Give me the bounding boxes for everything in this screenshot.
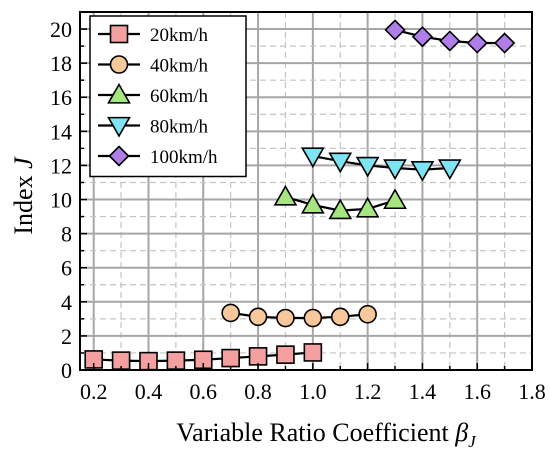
data-point <box>221 348 240 368</box>
data-point <box>437 159 462 181</box>
series-20km/h <box>84 343 323 371</box>
data-point <box>383 188 407 210</box>
y-tick-label: 0 <box>61 358 72 383</box>
data-point <box>330 307 350 327</box>
legend-label: 20km/h <box>150 25 209 46</box>
y-axis-title-symbol: J <box>9 156 38 169</box>
legend-marker <box>109 24 129 44</box>
legend-item: 100km/h <box>98 145 218 168</box>
x-tick-label: 1.4 <box>409 379 437 404</box>
data-point <box>358 304 377 324</box>
x-tick-label: 0.8 <box>244 379 272 404</box>
y-tick-label: 20 <box>50 17 72 42</box>
data-point <box>328 198 353 220</box>
data-point <box>439 30 461 52</box>
series-40km/h <box>221 303 377 328</box>
data-point <box>300 147 325 169</box>
data-point <box>221 303 240 323</box>
data-point <box>248 347 268 366</box>
x-axis-title-subscript: J <box>468 432 477 451</box>
y-axis-title: Index J <box>9 156 38 235</box>
data-point <box>300 192 325 214</box>
legend-label: 100km/h <box>150 147 218 168</box>
data-point <box>383 159 407 181</box>
legend-marker <box>109 55 129 74</box>
y-tick-label: 2 <box>61 324 72 349</box>
data-point <box>303 308 323 328</box>
data-point <box>466 32 488 54</box>
legend-item: 80km/h <box>98 117 209 138</box>
data-point <box>410 161 435 182</box>
legend-marker <box>108 145 130 167</box>
x-tick-label: 1.2 <box>354 379 382 404</box>
legend-item: 40km/h <box>98 55 209 77</box>
series-layer <box>84 19 516 371</box>
legend-marker <box>107 82 131 104</box>
y-tick-label: 12 <box>50 153 72 178</box>
data-point <box>276 345 295 364</box>
series-100km/h <box>384 19 516 54</box>
data-point <box>303 343 323 362</box>
x-tick-label: 1.8 <box>518 379 546 404</box>
y-tick-label: 6 <box>61 256 72 281</box>
x-axis-title-symbol: β <box>454 418 468 447</box>
data-point <box>248 307 268 327</box>
data-point <box>384 19 406 41</box>
legend-label: 80km/h <box>150 117 209 138</box>
series-80km/h <box>300 147 462 182</box>
y-tick-label: 8 <box>61 222 72 247</box>
plot-frame <box>79 11 533 371</box>
data-point <box>493 32 516 54</box>
x-tick-label: 0.6 <box>190 379 218 404</box>
legend-label: 40km/h <box>150 56 209 77</box>
x-axis-title-text: Variable Ratio Coefficient <box>176 418 449 447</box>
legend-item: 20km/h <box>98 24 209 46</box>
legend-marker <box>107 116 131 138</box>
y-tick-label: 16 <box>50 85 72 110</box>
x-axis-title: Variable Ratio Coefficient βJ <box>176 418 477 451</box>
y-tick-label: 10 <box>50 188 72 213</box>
legend-label: 60km/h <box>150 86 209 107</box>
x-tick-label: 1.6 <box>463 379 491 404</box>
x-tick-label: 0.4 <box>135 379 163 404</box>
x-tick-label: 0.2 <box>80 379 108 404</box>
legend: 20km/h 40km/h 60km/h 80km/h 100km/h <box>89 15 247 178</box>
y-tick-label: 14 <box>50 119 72 144</box>
series-60km/h <box>273 184 407 220</box>
data-point <box>273 184 298 206</box>
data-point <box>411 26 434 48</box>
data-point <box>328 152 353 174</box>
data-point <box>276 308 295 328</box>
ticks: 0.2 0.4 0.6 0.8 1.0 1.2 1.4 1.6 1.8 0 2 4 6 8 10 12 14 16… <box>50 11 546 404</box>
y-axis-title-text: Index <box>9 175 38 234</box>
data-point <box>355 156 380 178</box>
y-tick-label: 4 <box>61 290 72 315</box>
x-tick-label: 1.0 <box>299 379 327 404</box>
y-tick-label: 18 <box>50 51 72 76</box>
data-point <box>355 196 380 218</box>
legend-item: 60km/h <box>98 82 209 107</box>
